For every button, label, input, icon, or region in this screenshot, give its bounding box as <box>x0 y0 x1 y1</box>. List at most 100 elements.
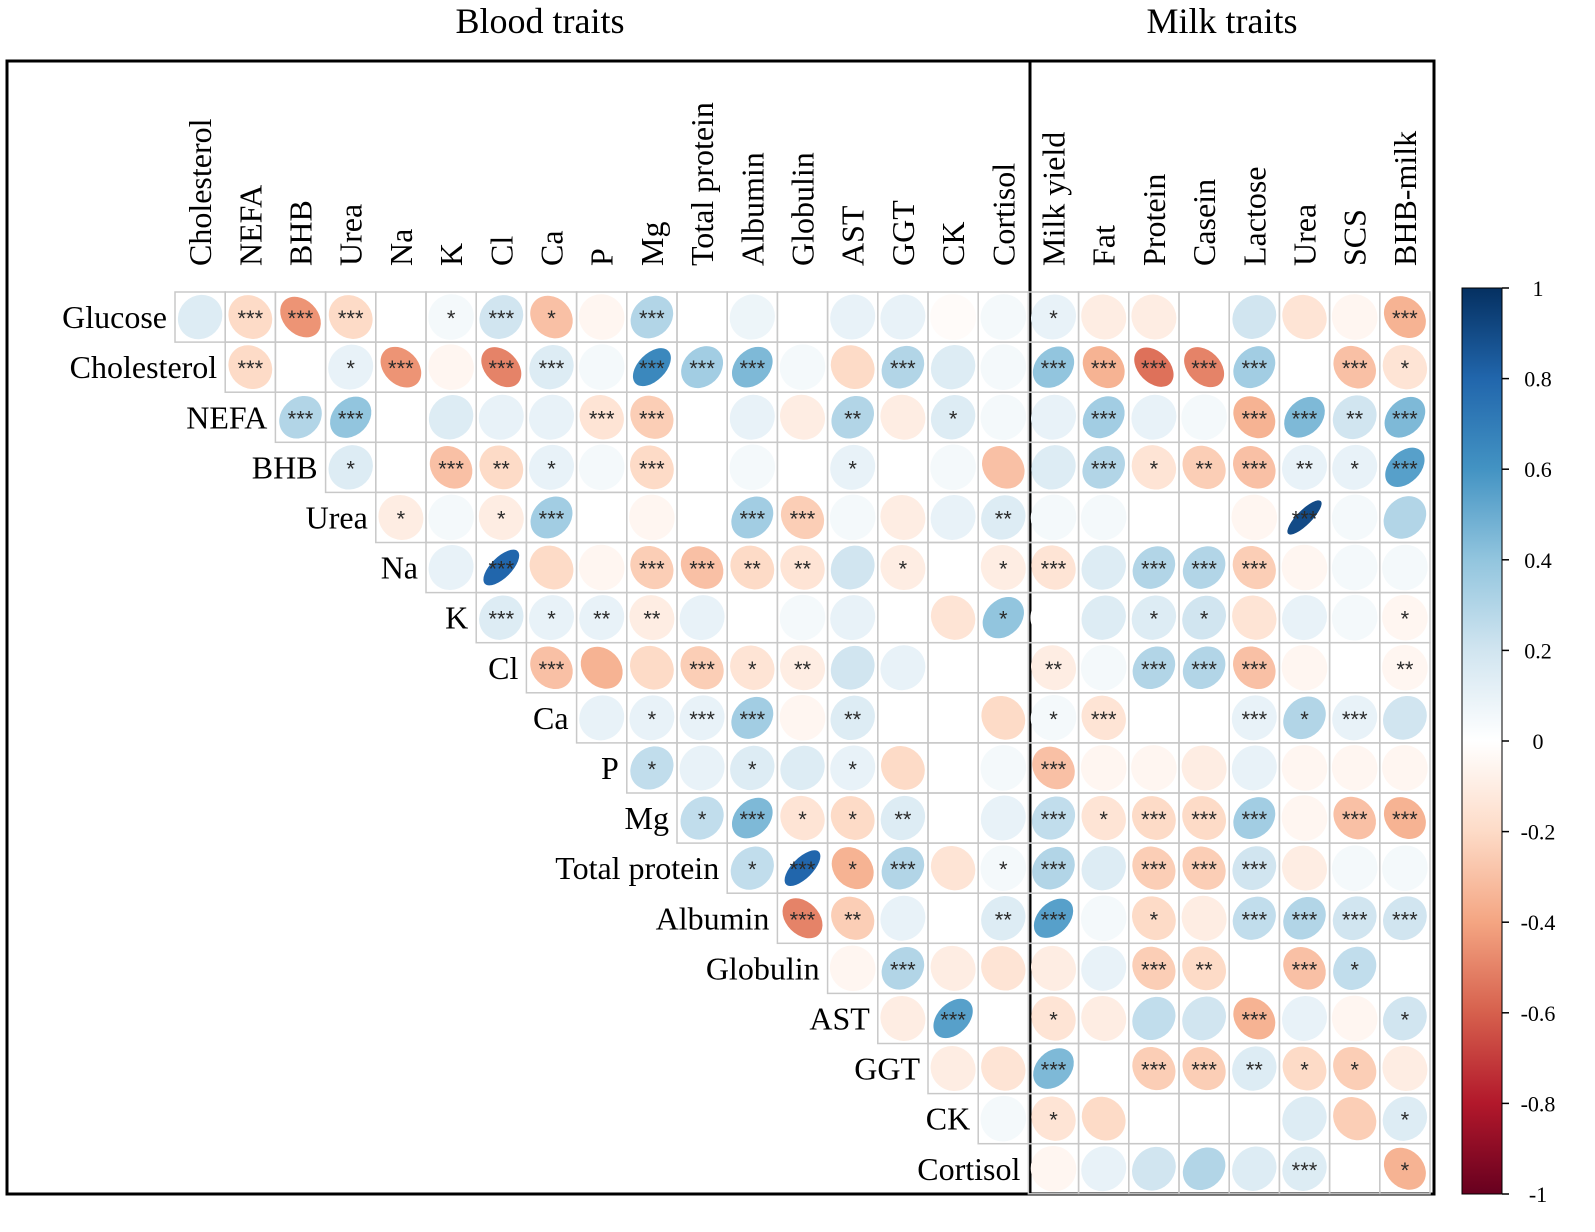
correlation-ellipse <box>1081 695 1126 741</box>
correlation-ellipse <box>1331 294 1378 340</box>
significance-marker: *** <box>1292 506 1318 531</box>
row-label: Cholesterol <box>70 349 218 385</box>
correlation-ellipse <box>1182 996 1227 1041</box>
correlation-ellipse <box>729 444 776 491</box>
correlation-ellipse <box>830 695 875 741</box>
correlation-ellipse <box>1281 644 1328 691</box>
correlation-ellipse <box>1081 1096 1126 1141</box>
correlation-ellipse <box>1383 1147 1426 1190</box>
row-label: BHB <box>252 449 318 485</box>
row-label: Globulin <box>706 950 820 986</box>
correlation-ellipse <box>980 845 1027 891</box>
correlation-ellipse <box>780 745 825 791</box>
correlation-ellipse <box>880 294 926 340</box>
significance-marker: *** <box>388 356 414 381</box>
correlation-ellipse <box>1331 995 1378 1042</box>
correlation-ellipse <box>1030 945 1077 991</box>
correlation-ellipse <box>679 444 726 491</box>
correlation-ellipse <box>880 494 926 540</box>
correlation-ellipse <box>1032 746 1075 790</box>
correlation-ellipse <box>1382 996 1427 1041</box>
correlation-ellipse <box>1130 494 1177 541</box>
correlation-ellipse <box>930 694 977 741</box>
significance-marker: *** <box>589 406 615 431</box>
significance-marker: * <box>748 857 757 882</box>
colorbar-tick-label: 0.8 <box>1524 367 1552 392</box>
correlation-ellipse <box>1382 344 1428 390</box>
significance-marker: * <box>949 406 958 431</box>
significance-marker: *** <box>438 456 464 481</box>
correlation-ellipse <box>930 1046 976 1092</box>
significance-marker: *** <box>1041 907 1067 932</box>
significance-marker: *** <box>639 356 665 381</box>
significance-marker: *** <box>1292 406 1318 431</box>
colorbar-tick-label: 0.2 <box>1524 638 1552 663</box>
significance-marker: *** <box>1392 456 1418 481</box>
correlation-ellipse <box>530 295 573 339</box>
correlation-ellipse <box>881 345 925 389</box>
significance-marker: ** <box>1196 456 1214 481</box>
correlation-ellipse <box>428 545 474 591</box>
correlation-ellipse <box>933 998 973 1039</box>
significance-marker: * <box>899 557 908 582</box>
significance-marker: ** <box>844 907 862 932</box>
significance-marker: * <box>1401 1007 1410 1032</box>
significance-marker: *** <box>1392 807 1418 832</box>
significance-marker: * <box>346 356 355 381</box>
significance-marker: *** <box>1191 857 1217 882</box>
correlation-ellipse <box>1132 546 1176 589</box>
correlation-ellipse <box>782 898 823 939</box>
significance-marker: ** <box>1396 657 1414 682</box>
correlation-ellipse <box>730 846 774 890</box>
correlation-ellipse <box>1287 500 1322 535</box>
correlation-ellipse <box>1031 796 1076 840</box>
significance-marker: *** <box>790 907 816 932</box>
correlation-ellipse <box>1132 1046 1176 1091</box>
correlation-ellipse <box>1382 544 1428 591</box>
correlation-ellipse <box>1332 395 1377 440</box>
correlation-ellipse <box>428 395 474 440</box>
correlation-ellipse <box>930 744 977 792</box>
correlation-ellipse <box>1032 846 1075 890</box>
correlation-ellipse <box>779 394 826 440</box>
correlation-ellipse <box>930 845 976 891</box>
significance-marker: *** <box>689 657 715 682</box>
significance-marker: ** <box>844 406 862 431</box>
significance-marker: * <box>1049 306 1058 331</box>
correlation-ellipse <box>830 745 876 791</box>
significance-marker: * <box>497 506 506 531</box>
correlation-ellipse <box>1181 394 1227 441</box>
correlation-ellipse <box>1282 1146 1327 1191</box>
correlation-ellipse <box>1181 293 1228 341</box>
column-label: Na <box>383 229 419 266</box>
significance-marker: *** <box>488 557 514 582</box>
correlation-ellipse <box>280 296 321 338</box>
significance-marker: *** <box>1342 807 1368 832</box>
correlation-ellipse <box>1132 846 1176 890</box>
column-label: Cl <box>483 236 519 266</box>
correlation-ellipse <box>779 344 826 390</box>
significance-marker: *** <box>689 356 715 381</box>
significance-marker: * <box>848 456 857 481</box>
column-label: Ca <box>534 230 570 266</box>
correlation-ellipse <box>1132 946 1176 990</box>
correlation-ellipse <box>980 1095 1027 1142</box>
correlation-ellipse <box>1181 494 1228 541</box>
correlation-ellipse <box>1281 444 1328 490</box>
significance-marker: *** <box>338 306 364 331</box>
correlation-ellipse <box>528 394 575 440</box>
column-label: Lactose <box>1236 167 1272 267</box>
column-label: Albumin <box>734 152 770 266</box>
significance-marker: * <box>848 807 857 832</box>
significance-marker: ** <box>1196 957 1214 982</box>
colorbar <box>1461 287 1503 1195</box>
significance-marker: *** <box>890 957 916 982</box>
significance-marker: *** <box>288 406 314 431</box>
row-label: Albumin <box>656 900 770 936</box>
correlation-ellipse <box>478 494 524 540</box>
row-label: Cortisol <box>917 1151 1020 1187</box>
significance-marker: * <box>447 306 456 331</box>
correlation-ellipse <box>1080 644 1127 691</box>
significance-marker: * <box>798 807 807 832</box>
